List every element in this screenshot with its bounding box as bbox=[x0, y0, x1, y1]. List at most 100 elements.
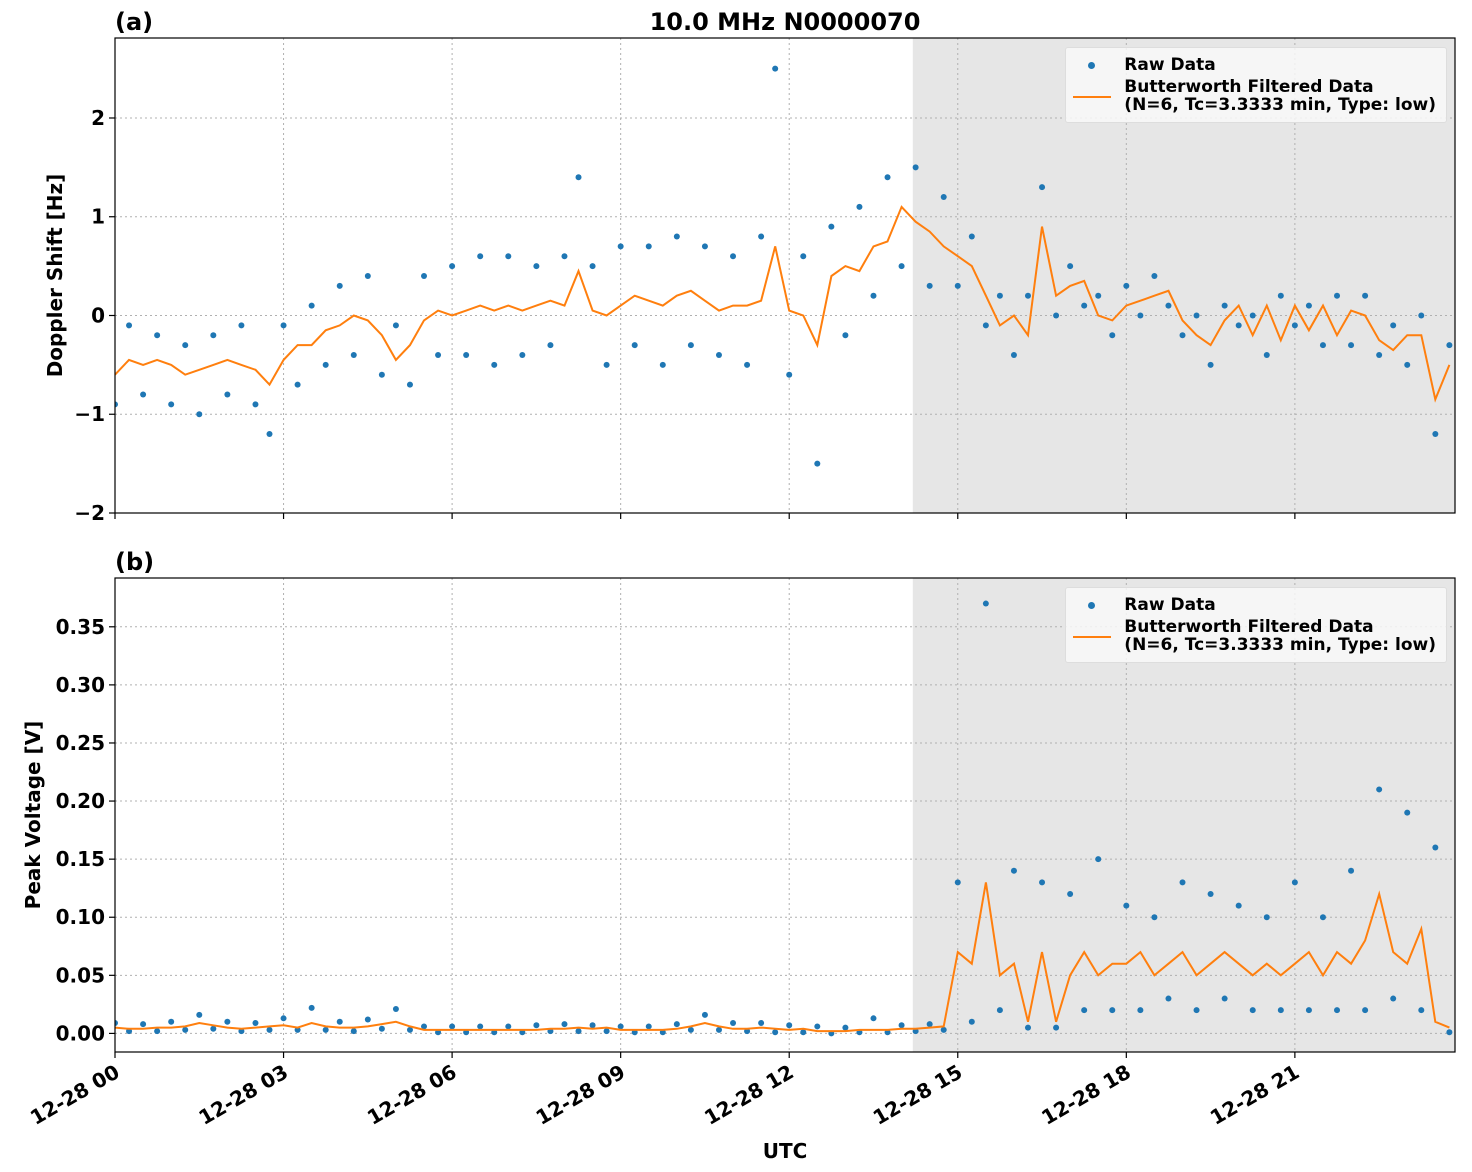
raw-point bbox=[940, 193, 947, 200]
chart-title: 10.0 MHz N0000070 bbox=[650, 8, 921, 36]
raw-point bbox=[842, 332, 849, 339]
panel-label: (a) bbox=[115, 8, 153, 36]
raw-point bbox=[1305, 1007, 1312, 1014]
raw-point bbox=[1193, 312, 1200, 319]
raw-point bbox=[1165, 302, 1172, 309]
x-tick-label: 12-28 15 bbox=[869, 1060, 967, 1130]
raw-point bbox=[631, 342, 638, 349]
raw-point bbox=[1137, 1007, 1144, 1014]
raw-point bbox=[322, 1026, 329, 1033]
raw-point bbox=[589, 263, 596, 270]
raw-point bbox=[196, 411, 203, 418]
raw-point bbox=[308, 302, 315, 309]
raw-point bbox=[814, 1023, 821, 1030]
raw-point bbox=[421, 272, 428, 279]
y-tick-label: 0.35 bbox=[56, 615, 105, 639]
legend-key bbox=[1072, 56, 1112, 76]
x-tick-label: 12-28 09 bbox=[532, 1060, 630, 1130]
raw-point bbox=[1207, 891, 1214, 897]
raw-point bbox=[406, 1026, 413, 1033]
raw-point bbox=[1193, 1007, 1200, 1014]
raw-point bbox=[154, 332, 161, 339]
raw-point bbox=[1263, 914, 1270, 921]
raw-point bbox=[115, 401, 118, 408]
raw-point bbox=[1348, 867, 1355, 874]
y-tick-label: 0.30 bbox=[56, 673, 105, 697]
raw-point bbox=[744, 361, 751, 368]
raw-point bbox=[898, 263, 905, 270]
raw-point bbox=[1081, 302, 1088, 309]
raw-point bbox=[715, 1026, 722, 1033]
raw-point bbox=[1010, 351, 1017, 358]
legend-entry: Butterworth Filtered Data (N=6, Tc=3.333… bbox=[1072, 78, 1436, 114]
y-axis-label: Peak Voltage [V] bbox=[21, 721, 45, 910]
raw-point bbox=[1235, 322, 1242, 329]
raw-point bbox=[126, 322, 133, 329]
raw-point bbox=[1277, 292, 1284, 299]
raw-point bbox=[912, 164, 919, 171]
raw-point bbox=[115, 1019, 118, 1026]
panel-label: (b) bbox=[115, 548, 154, 576]
raw-point bbox=[1207, 361, 1214, 368]
raw-point bbox=[617, 1023, 624, 1030]
raw-point bbox=[266, 430, 273, 437]
legend-entry: Butterworth Filtered Data (N=6, Tc=3.333… bbox=[1072, 618, 1436, 654]
raw-point bbox=[406, 381, 413, 388]
y-tick-label: 2 bbox=[91, 106, 105, 130]
raw-point bbox=[364, 272, 371, 279]
raw-point bbox=[1151, 914, 1158, 921]
raw-point bbox=[687, 1026, 694, 1033]
raw-point bbox=[1067, 263, 1074, 270]
raw-point bbox=[1432, 430, 1439, 437]
legend-key bbox=[1072, 618, 1112, 638]
raw-point bbox=[842, 1024, 849, 1031]
y-axis-label: Doppler Shift [Hz] bbox=[43, 174, 67, 378]
raw-point bbox=[505, 253, 512, 260]
raw-point bbox=[1109, 332, 1116, 339]
raw-point bbox=[1334, 292, 1341, 299]
raw-point bbox=[336, 1018, 343, 1025]
raw-point bbox=[1432, 844, 1439, 851]
raw-point bbox=[294, 381, 301, 388]
raw-point bbox=[1446, 1029, 1453, 1036]
raw-point bbox=[828, 223, 835, 230]
raw-point bbox=[435, 351, 442, 358]
raw-point bbox=[1179, 879, 1186, 886]
raw-point bbox=[533, 1022, 540, 1029]
raw-point bbox=[715, 351, 722, 358]
legend-marker bbox=[1088, 62, 1096, 69]
raw-point bbox=[210, 1025, 217, 1032]
raw-point bbox=[421, 1023, 428, 1030]
raw-point bbox=[1249, 1007, 1256, 1014]
raw-point bbox=[322, 361, 329, 368]
raw-point bbox=[1446, 342, 1453, 349]
raw-point bbox=[800, 1029, 807, 1036]
raw-point bbox=[378, 371, 385, 378]
raw-point bbox=[140, 1021, 147, 1028]
raw-point bbox=[954, 879, 961, 886]
raw-point bbox=[1024, 1024, 1031, 1031]
raw-point bbox=[1418, 1007, 1425, 1014]
raw-point bbox=[547, 342, 554, 349]
raw-point bbox=[168, 401, 175, 408]
raw-point bbox=[1263, 351, 1270, 358]
raw-point bbox=[154, 1028, 161, 1035]
legend-line bbox=[1073, 96, 1112, 98]
raw-point bbox=[772, 1029, 779, 1036]
raw-point bbox=[182, 1026, 189, 1033]
raw-point bbox=[266, 1026, 273, 1033]
raw-point bbox=[786, 371, 793, 378]
raw-point bbox=[968, 1018, 975, 1025]
raw-point bbox=[1151, 272, 1158, 279]
raw-point bbox=[561, 253, 568, 260]
x-tick-label: 12-28 18 bbox=[1037, 1060, 1135, 1130]
raw-point bbox=[603, 1028, 610, 1035]
raw-point bbox=[1095, 292, 1102, 299]
raw-point bbox=[1418, 312, 1425, 319]
raw-point bbox=[224, 1018, 231, 1025]
x-axis-label: UTC bbox=[763, 1139, 808, 1163]
raw-point bbox=[140, 391, 147, 398]
raw-point bbox=[1010, 867, 1017, 874]
raw-point bbox=[701, 1011, 708, 1018]
